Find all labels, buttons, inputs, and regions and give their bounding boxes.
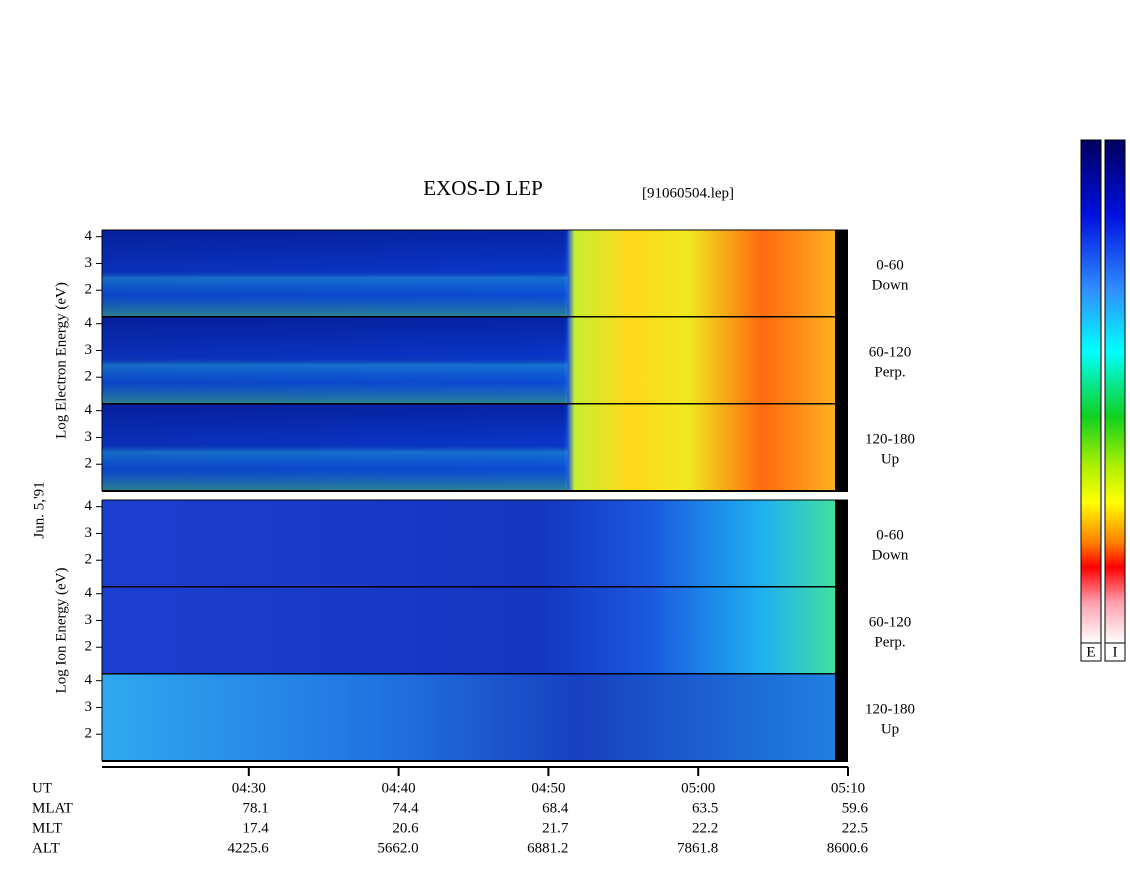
y-tick-label: 3 — [85, 342, 93, 358]
panel-direction: Up — [881, 721, 899, 737]
ephemeris-name: MLAT — [32, 800, 73, 816]
data-gap — [835, 674, 848, 761]
y-tick-label: 4 — [85, 228, 93, 244]
panel-direction: Perp. — [874, 634, 905, 650]
ephemeris-value: 5662.0 — [377, 840, 418, 856]
ephemeris-value: 8600.6 — [827, 840, 869, 856]
ephemeris-name: MLT — [32, 820, 62, 836]
ephemeris-value: 22.5 — [842, 820, 868, 836]
colorbar — [1080, 139, 1102, 644]
y-tick-label: 4 — [85, 498, 93, 514]
ephemeris-value: 4225.6 — [228, 840, 270, 856]
spectrogram-band — [102, 230, 568, 317]
y-tick-label: 4 — [85, 585, 93, 601]
panel-direction: Down — [872, 547, 909, 563]
y-tick-label: 4 — [85, 672, 93, 688]
colorbar — [1104, 139, 1126, 644]
data-gap — [835, 230, 848, 317]
y-tick-label: 2 — [85, 282, 93, 298]
panel-direction: Perp. — [874, 364, 905, 380]
ephemeris-name: ALT — [32, 840, 60, 856]
y-tick-label: 3 — [85, 429, 93, 445]
x-tick-label: 04:40 — [382, 780, 416, 796]
panel-direction: Up — [881, 451, 899, 467]
spectrogram-band — [102, 404, 568, 491]
y-tick-label: 4 — [85, 315, 93, 331]
spectrogram-band — [102, 317, 568, 404]
ephemeris-value: 74.4 — [392, 800, 419, 816]
x-tick-label: 05:00 — [681, 780, 715, 796]
ephemeris-value: 17.4 — [243, 820, 270, 836]
ephemeris-value: 21.7 — [542, 820, 569, 836]
spectrogram-panel — [102, 674, 835, 761]
panel-direction: Down — [872, 277, 909, 293]
ephemeris-value: 20.6 — [392, 820, 419, 836]
y-tick-label: 3 — [85, 699, 93, 715]
spectrogram-panel — [102, 500, 835, 587]
y-axis-label: Log Electron Energy (eV) — [53, 282, 69, 439]
panel-angle: 120-180 — [865, 431, 915, 447]
x-axis-label: UT — [32, 780, 52, 796]
colorbar-label-box — [1104, 642, 1126, 662]
colorbar-label: E — [1086, 644, 1095, 660]
ephemeris-value: 22.2 — [692, 820, 718, 836]
spectrogram-panel — [102, 587, 835, 674]
y-tick-label: 2 — [85, 639, 93, 655]
colorbar-label-box — [1080, 642, 1102, 662]
ephemeris-value: 59.6 — [842, 800, 869, 816]
panel-angle: 60-120 — [869, 344, 912, 360]
data-gap — [835, 500, 848, 587]
y-tick-label: 3 — [85, 525, 93, 541]
panel-angle: 0-60 — [876, 257, 904, 273]
ephemeris-value: 68.4 — [542, 800, 569, 816]
colorbar-label: I — [1113, 644, 1118, 660]
data-gap — [835, 587, 848, 674]
data-gap — [835, 317, 848, 404]
y-tick-label: 4 — [85, 402, 93, 418]
y-tick-label: 2 — [85, 456, 93, 472]
title: EXOS-D LEP — [423, 176, 543, 200]
panel-angle: 0-60 — [876, 527, 904, 543]
data-gap — [835, 404, 848, 491]
y-tick-label: 3 — [85, 255, 93, 271]
y-axis-label: Log Ion Energy (eV) — [53, 568, 69, 694]
x-tick-label: 04:30 — [232, 780, 266, 796]
y-tick-label: 2 — [85, 552, 93, 568]
ephemeris-value: 78.1 — [243, 800, 269, 816]
ephemeris-value: 6881.2 — [527, 840, 568, 856]
x-tick-label: 04:50 — [531, 780, 565, 796]
panel-angle: 120-180 — [865, 701, 915, 717]
y-tick-label: 2 — [85, 369, 93, 385]
ephemeris-value: 63.5 — [692, 800, 718, 816]
date-label: Jun. 5,'91 — [31, 481, 47, 538]
subtitle: [91060504.lep] — [642, 185, 734, 201]
y-tick-label: 2 — [85, 726, 93, 742]
panel-angle: 60-120 — [869, 614, 912, 630]
x-tick-label: 05:10 — [831, 780, 865, 796]
ephemeris-value: 7861.8 — [677, 840, 718, 856]
y-tick-label: 3 — [85, 612, 93, 628]
